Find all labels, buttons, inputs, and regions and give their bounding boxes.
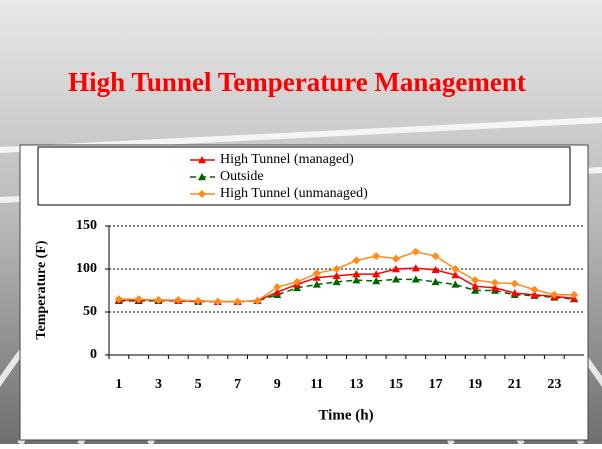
x-tick-label: 13 — [349, 377, 363, 392]
x-tick-label: 17 — [429, 377, 443, 392]
slide: High Tunnel Temperature Management Tempe… — [0, 0, 602, 444]
x-tick-label: 11 — [310, 377, 323, 392]
y-axis-label: Temperature (F) — [34, 240, 49, 339]
x-axis-label: Time (h) — [318, 407, 373, 423]
legend-label: High Tunnel (unmanaged) — [220, 186, 368, 201]
y-tick-label: 50 — [83, 304, 97, 319]
x-tick-label: 21 — [508, 377, 522, 392]
x-tick-label: 7 — [234, 377, 241, 392]
y-tick-label: 0 — [90, 347, 97, 362]
legend-label: Outside — [220, 169, 264, 184]
slide-title: High Tunnel Temperature Management — [68, 67, 526, 97]
y-tick-label: 100 — [76, 261, 97, 276]
y-tick-label: 150 — [76, 218, 97, 233]
x-tick-label: 19 — [468, 377, 482, 392]
x-tick-label: 3 — [155, 377, 162, 392]
x-tick-label: 23 — [547, 377, 561, 392]
page: High Tunnel Temperature Management Tempe… — [0, 0, 602, 444]
x-tick-label: 15 — [389, 377, 403, 392]
legend-label: High Tunnel (managed) — [220, 152, 354, 167]
x-tick-label: 9 — [274, 377, 281, 392]
x-tick-label: 1 — [115, 377, 122, 392]
x-tick-label: 5 — [195, 377, 202, 392]
